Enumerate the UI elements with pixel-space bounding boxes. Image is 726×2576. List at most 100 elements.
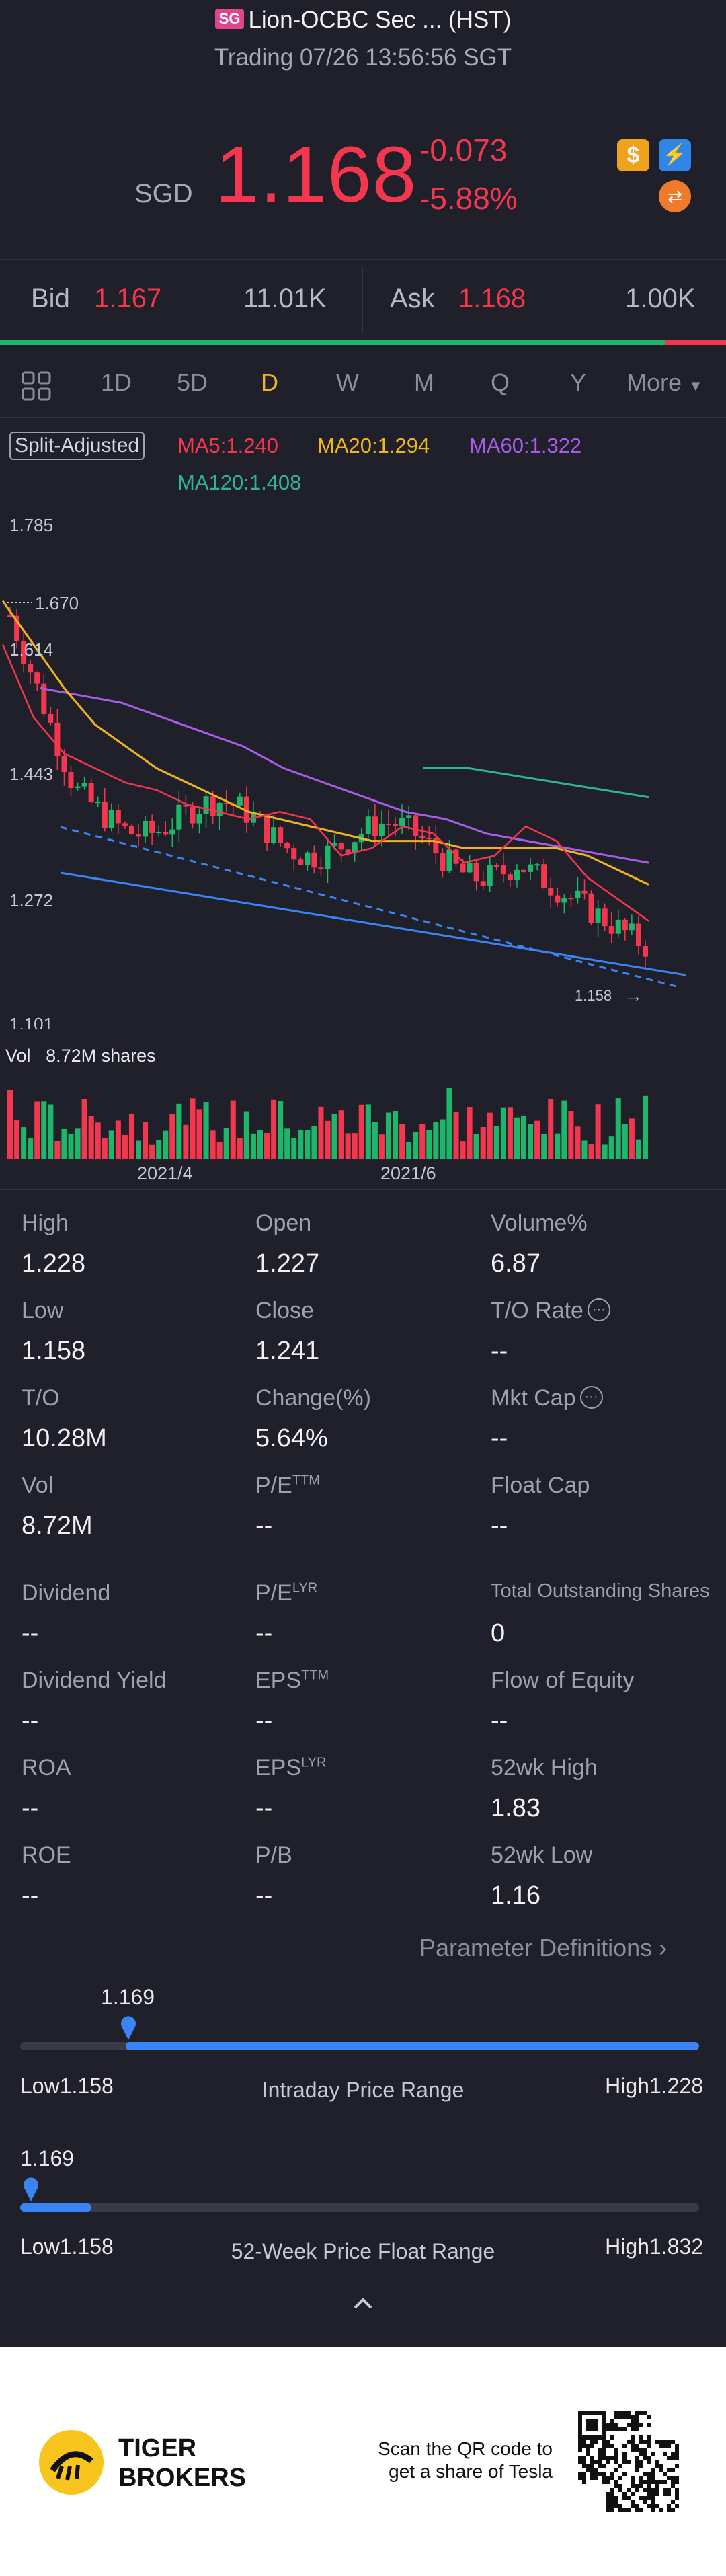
volume-bar bbox=[95, 1122, 101, 1159]
volume-bar bbox=[372, 1122, 378, 1159]
stat-label-text: ROA bbox=[22, 1755, 71, 1781]
volume-bar bbox=[393, 1111, 399, 1159]
volume-bar bbox=[426, 1130, 432, 1159]
volume-bar bbox=[595, 1104, 601, 1159]
dollar-icon[interactable]: $ bbox=[617, 139, 649, 171]
candle-body bbox=[28, 664, 34, 673]
candle-body bbox=[216, 803, 223, 816]
layout-grid-icon[interactable] bbox=[20, 370, 52, 402]
stat-label: T/O Rate ··· bbox=[491, 1298, 610, 1324]
volume-bar bbox=[602, 1144, 608, 1159]
price-chart[interactable]: 1.785 1.670 1.614 1.443 1.272 1.101 1.15… bbox=[0, 504, 726, 1029]
volume-bar bbox=[21, 1127, 27, 1159]
stat-label-suffix: TTM bbox=[292, 1473, 320, 1488]
stat-label: Change(%) bbox=[255, 1385, 371, 1411]
candle-body bbox=[453, 849, 459, 864]
trade-swap-icon[interactable]: ⇄ bbox=[659, 180, 691, 212]
volume-bar bbox=[440, 1119, 446, 1159]
x-tick: 2021/4 bbox=[137, 1163, 193, 1183]
candlestick-series bbox=[7, 607, 648, 969]
stat-label-suffix: LYR bbox=[301, 1755, 327, 1770]
stat-label-text: EPS bbox=[255, 1668, 302, 1693]
y-tick: 1.614 bbox=[9, 639, 53, 660]
candle-body bbox=[331, 843, 337, 846]
stat-label-suffix: TTM bbox=[301, 1668, 329, 1683]
intraday-range-fill bbox=[125, 2042, 699, 2050]
candle-body bbox=[561, 898, 567, 903]
collapse-chevron-up-icon[interactable] bbox=[0, 2293, 726, 2316]
volume-bar bbox=[622, 1124, 628, 1159]
x-tick: 2021/6 bbox=[380, 1163, 436, 1183]
chevron-right-icon: › bbox=[659, 1934, 668, 1961]
stat-label: Open bbox=[255, 1210, 311, 1237]
tab-y[interactable]: Y bbox=[570, 368, 587, 396]
tab-more[interactable]: More ▼ bbox=[627, 368, 703, 397]
ask-price: 1.168 bbox=[458, 284, 526, 313]
volume-bar bbox=[156, 1140, 162, 1159]
volume-bar bbox=[608, 1136, 614, 1159]
bid-volume-bar bbox=[0, 340, 666, 345]
stat-value: -- bbox=[491, 1512, 508, 1540]
tab-d[interactable]: D bbox=[261, 368, 278, 396]
stat-value: -- bbox=[255, 1619, 273, 1647]
stat-value: 1.228 bbox=[22, 1249, 86, 1278]
volume-bar bbox=[345, 1133, 351, 1159]
candle-body bbox=[555, 895, 561, 903]
stat-label: 52wk High bbox=[491, 1755, 598, 1781]
candle-body bbox=[345, 849, 351, 853]
candle-body bbox=[264, 814, 270, 843]
candle-body bbox=[615, 919, 621, 934]
stat-label-text: T/O Rate bbox=[491, 1298, 583, 1323]
week52-range-fill bbox=[20, 2203, 91, 2212]
candle-body bbox=[595, 908, 601, 923]
parameter-definitions-link[interactable]: Parameter Definitions › bbox=[419, 1934, 667, 1962]
volume-bar bbox=[581, 1140, 588, 1159]
volume-bar bbox=[169, 1114, 175, 1159]
volume-bar bbox=[555, 1133, 561, 1159]
stat-value: -- bbox=[22, 1619, 39, 1647]
volume-bar bbox=[338, 1110, 344, 1159]
volume-bar bbox=[406, 1142, 412, 1159]
volume-bar bbox=[88, 1116, 94, 1159]
candle-body bbox=[48, 713, 54, 723]
volume-bar bbox=[399, 1124, 405, 1159]
candle-body bbox=[318, 867, 324, 869]
volume-bar bbox=[128, 1114, 134, 1159]
ma60-label: MA60:1.322 bbox=[469, 434, 582, 457]
brand-line1: TIGER bbox=[118, 2434, 197, 2462]
volume-bar bbox=[541, 1134, 547, 1159]
tiger-brokers-logo bbox=[39, 2430, 104, 2495]
candle-body bbox=[622, 919, 628, 931]
candle-body bbox=[635, 923, 641, 947]
arrow-right-icon: → bbox=[624, 985, 643, 1006]
volume-bars bbox=[7, 1087, 648, 1159]
candle-body bbox=[68, 772, 74, 789]
week52-current-value: 1.169 bbox=[20, 2146, 75, 2171]
candle-body bbox=[548, 888, 554, 896]
info-icon[interactable]: ··· bbox=[587, 1298, 610, 1322]
candle-body bbox=[41, 683, 47, 714]
volume-bar bbox=[473, 1134, 479, 1159]
ma60-line bbox=[40, 687, 649, 864]
volume-bar bbox=[507, 1107, 513, 1159]
volume-bar bbox=[257, 1130, 263, 1159]
volume-bar bbox=[190, 1098, 196, 1159]
candle-body bbox=[21, 641, 27, 664]
candle-body bbox=[271, 827, 277, 843]
candle-body bbox=[338, 843, 344, 850]
candle-body bbox=[176, 804, 182, 830]
support-trendline-dashed bbox=[60, 826, 680, 988]
tab-w[interactable]: W bbox=[336, 368, 359, 396]
volume-bar bbox=[61, 1128, 67, 1159]
tab-1d[interactable]: 1D bbox=[101, 368, 132, 396]
stat-label-text: 52wk Low bbox=[491, 1842, 593, 1868]
tab-q[interactable]: Q bbox=[491, 368, 510, 396]
candle-body bbox=[95, 802, 101, 804]
tab-m[interactable]: M bbox=[414, 368, 434, 396]
tab-5d[interactable]: 5D bbox=[177, 368, 208, 396]
split-adjusted-toggle[interactable]: Split-Adjusted bbox=[9, 432, 145, 460]
stat-label: Flow of Equity bbox=[491, 1668, 635, 1694]
info-icon[interactable]: ··· bbox=[579, 1386, 603, 1409]
lightning-icon[interactable]: ⚡ bbox=[659, 139, 691, 171]
promo-line2: get a share of Tesla bbox=[389, 2461, 553, 2482]
